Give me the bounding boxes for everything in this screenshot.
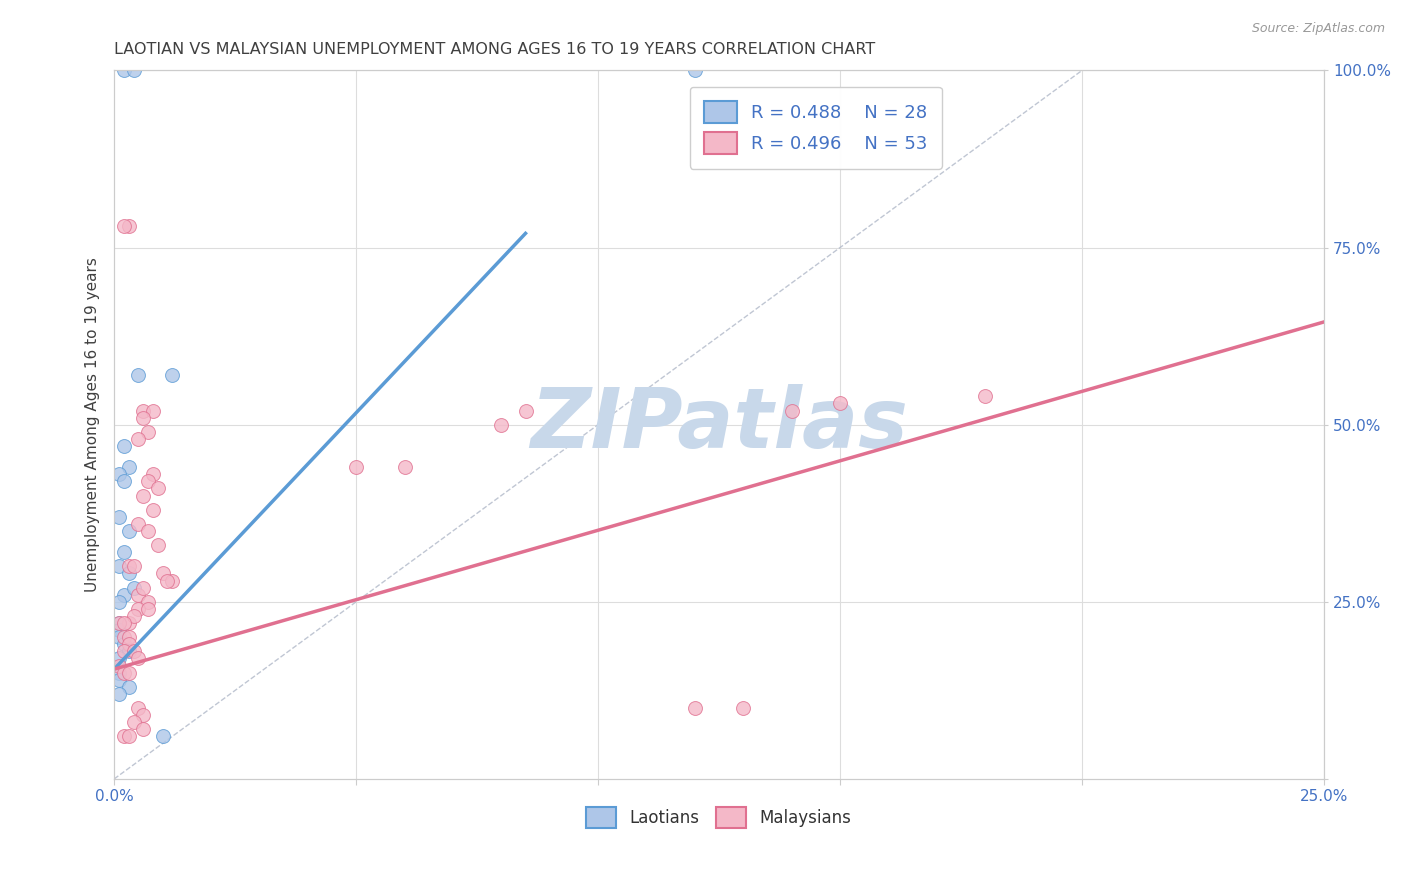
Point xyxy=(112,665,135,680)
Point xyxy=(112,63,135,78)
Point xyxy=(344,460,367,475)
Y-axis label: Unemployment Among Ages 16 to 19 years: Unemployment Among Ages 16 to 19 years xyxy=(86,257,100,592)
Point xyxy=(132,489,155,503)
Point xyxy=(127,701,149,715)
Point xyxy=(132,410,155,425)
Point xyxy=(108,673,131,687)
Point xyxy=(118,460,141,475)
Point xyxy=(118,559,141,574)
Point xyxy=(118,665,141,680)
Point xyxy=(108,687,131,701)
Point xyxy=(108,630,131,644)
Point xyxy=(112,545,135,559)
Point xyxy=(780,403,803,417)
Point xyxy=(162,574,184,588)
Point xyxy=(127,516,149,531)
Point xyxy=(136,524,159,538)
Point xyxy=(146,538,169,552)
Point xyxy=(152,730,174,744)
Point xyxy=(132,708,155,723)
Point xyxy=(118,615,141,630)
Point xyxy=(122,609,145,624)
Point xyxy=(118,680,141,694)
Point xyxy=(108,559,131,574)
Point xyxy=(122,581,145,595)
Text: LAOTIAN VS MALAYSIAN UNEMPLOYMENT AMONG AGES 16 TO 19 YEARS CORRELATION CHART: LAOTIAN VS MALAYSIAN UNEMPLOYMENT AMONG … xyxy=(114,42,876,57)
Point xyxy=(132,403,155,417)
Point xyxy=(136,425,159,439)
Point xyxy=(108,623,131,637)
Point xyxy=(127,368,149,382)
Point xyxy=(108,595,131,609)
Point xyxy=(828,396,851,410)
Point xyxy=(122,559,145,574)
Point xyxy=(136,602,159,616)
Point xyxy=(127,588,149,602)
Text: ZIPatlas: ZIPatlas xyxy=(530,384,908,465)
Point xyxy=(112,730,135,744)
Point xyxy=(122,63,145,78)
Point xyxy=(974,389,997,403)
Point xyxy=(112,219,135,234)
Point xyxy=(146,482,169,496)
Point xyxy=(127,432,149,446)
Point xyxy=(394,460,416,475)
Point xyxy=(733,701,755,715)
Point xyxy=(515,403,537,417)
Point xyxy=(162,368,184,382)
Point xyxy=(142,467,165,482)
Point xyxy=(112,588,135,602)
Point xyxy=(112,637,135,651)
Point xyxy=(491,417,513,432)
Point xyxy=(108,651,131,665)
Point xyxy=(118,219,141,234)
Point xyxy=(112,615,135,630)
Point xyxy=(136,475,159,489)
Point xyxy=(108,615,131,630)
Point xyxy=(122,715,145,730)
Point xyxy=(112,475,135,489)
Point xyxy=(118,630,141,644)
Point xyxy=(118,524,141,538)
Point xyxy=(152,566,174,581)
Point xyxy=(108,615,131,630)
Point xyxy=(142,403,165,417)
Point xyxy=(112,644,135,658)
Legend: Laotians, Malaysians: Laotians, Malaysians xyxy=(579,801,858,834)
Point xyxy=(118,566,141,581)
Point xyxy=(112,630,135,644)
Point xyxy=(683,63,706,78)
Point xyxy=(156,574,179,588)
Text: Source: ZipAtlas.com: Source: ZipAtlas.com xyxy=(1251,22,1385,36)
Point xyxy=(112,439,135,453)
Point xyxy=(142,502,165,516)
Point xyxy=(136,595,159,609)
Point xyxy=(108,509,131,524)
Point xyxy=(127,651,149,665)
Point xyxy=(118,730,141,744)
Point xyxy=(127,602,149,616)
Point xyxy=(108,665,131,680)
Point xyxy=(683,701,706,715)
Point xyxy=(118,644,141,658)
Point xyxy=(108,658,131,673)
Point xyxy=(118,637,141,651)
Point xyxy=(132,581,155,595)
Point xyxy=(122,644,145,658)
Point xyxy=(108,467,131,482)
Point xyxy=(132,723,155,737)
